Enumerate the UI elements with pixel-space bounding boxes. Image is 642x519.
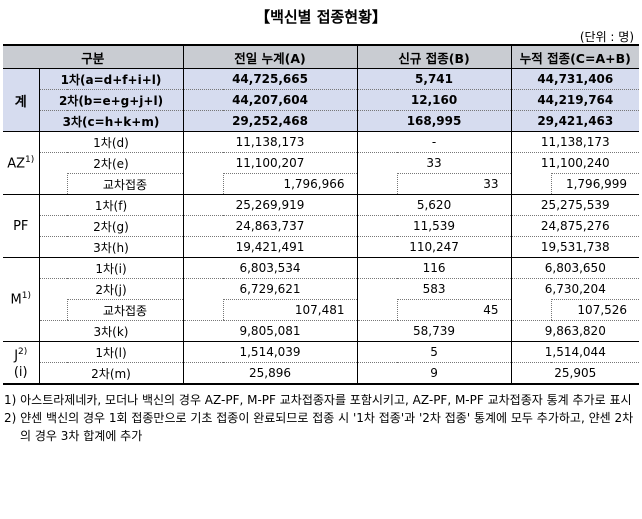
footnote-2: 2) 얀센 백신의 경우 1회 접종만으로 기초 접종이 완료되므로 접종 시 … — [4, 411, 634, 443]
group-az-label: AZ1) — [3, 131, 40, 195]
row-label: 3차(h) — [39, 236, 184, 258]
row-label: 1차(f) — [39, 194, 184, 216]
cross-label: 교차접종 — [66, 299, 184, 321]
cell-new: 33 — [396, 173, 512, 195]
cell-cum: 24,875,276 — [511, 215, 640, 237]
cell-cum: 107,526 — [550, 299, 640, 321]
cell-new: 583 — [357, 278, 512, 300]
cell-prev: 11,100,207 — [183, 152, 358, 174]
cell-new: 58,739 — [357, 320, 512, 342]
table-row: 3차(h) 19,421,491 110,247 19,531,738 — [3, 236, 640, 258]
cell-cum: 44,219,764 — [511, 89, 640, 111]
cell-cum: 6,730,204 — [544, 282, 606, 296]
cell-new: 11,539 — [357, 215, 512, 237]
row-label: 2차(e) — [39, 152, 184, 174]
cell-new: 12,160 — [357, 89, 512, 111]
cell-cum: 25,275,539 — [511, 194, 640, 216]
cross-label: 교차접종 — [66, 173, 184, 195]
cell-prev: 1,796,966 — [222, 173, 358, 195]
table-row: 교차접종 1,796,966 33 1,796,999 — [3, 173, 640, 195]
cell-prev: 107,481 — [222, 299, 358, 321]
unit-label: (단위 : 명) — [579, 30, 634, 44]
header-cumulative-prev: 전일 누계(A) — [183, 44, 358, 69]
cell-new: 168,995 — [357, 110, 512, 132]
row-label: 1차(d) — [39, 131, 184, 153]
cell-prev: 44,725,665 — [183, 68, 358, 90]
table-row: 2차(g) 24,863,737 11,539 24,875,276 — [3, 215, 640, 237]
cell-prev: 19,421,491 — [183, 236, 358, 258]
cell-prev: 11,138,173 — [183, 131, 358, 153]
cell-prev: 29,252,468 — [183, 110, 358, 132]
cell-new: 110,247 — [357, 236, 512, 258]
row-label: 1차(l) — [39, 341, 184, 363]
cell-prev: 24,863,737 — [183, 215, 358, 237]
cell-prev: 44,207,604 — [183, 89, 358, 111]
cell-new: 45 — [396, 299, 512, 321]
group-m-label: M1) — [3, 257, 40, 342]
header-cumulative: 누적 접종(C=A+B) — [511, 44, 640, 69]
header-category: 구분 — [3, 44, 184, 69]
row-label: 2차(m) — [39, 362, 184, 385]
table-row: 3차(c=h+k+m) 29,252,468 168,995 29,421,46… — [3, 110, 640, 132]
page-title: 【백신별 접종현황】 — [255, 8, 387, 26]
group-pf-label: PF — [3, 194, 40, 258]
cell-new: 5 — [357, 341, 512, 363]
cell-prev: 25,896 — [183, 362, 358, 385]
cell-cum: 11,138,173 — [511, 131, 640, 153]
group-j-label: J2) (i) — [3, 341, 40, 385]
cell-cum: 9,863,820 — [511, 320, 640, 342]
table-row: 2차(b=e+g+j+l) 44,207,604 12,160 44,219,7… — [3, 89, 640, 111]
cell-prev: 6,729,621 — [183, 278, 358, 300]
table-row: PF 1차(f) 25,269,919 5,620 25,275,539 — [3, 194, 640, 258]
cell-new: 116 — [357, 257, 512, 279]
table-row: 교차접종 107,481 45 107,526 — [3, 299, 640, 321]
cell-cum: 19,531,738 — [511, 236, 640, 258]
cell-cum: 25,905 — [511, 362, 640, 385]
table-row: M1) 1차(i) 6,803,534 116 6,803,650 — [3, 257, 640, 342]
row-label: 3차(c=h+k+m) — [39, 110, 184, 132]
table-row: AZ1) 1차(d) 11,138,173 - 11,138,173 — [3, 131, 640, 195]
cell-prev: 9,805,081 — [183, 320, 358, 342]
cell-cum: 11,100,240 — [540, 156, 610, 170]
cell-cum: 29,421,463 — [511, 110, 640, 132]
row-label: 1차(i) — [39, 257, 184, 279]
row-label: 2차(j) — [39, 278, 184, 300]
row-label: 2차(g) — [39, 215, 184, 237]
vaccination-table: 구분 전일 누계(A) 신규 접종(B) 누적 접종(C=A+B) 계 1차(a… — [3, 44, 640, 385]
cell-cum: 1,796,999 — [550, 173, 640, 195]
cell-new: 5,741 — [357, 68, 512, 90]
header-new: 신규 접종(B) — [357, 44, 512, 69]
cell-cum: 44,731,406 — [511, 68, 640, 90]
cell-prev: 25,269,919 — [183, 194, 358, 216]
table-row: 2차(m) 25,896 9 25,905 — [3, 362, 640, 385]
cell-prev: 1,514,039 — [183, 341, 358, 363]
row-label: 3차(k) — [39, 320, 184, 342]
group-total-label: 계 — [3, 68, 40, 132]
footnote-1: 1) 아스트라제네카, 모더나 백신의 경우 AZ-PF, M-PF 교차접종자… — [4, 393, 632, 407]
cell-cum: 1,514,044 — [511, 341, 640, 363]
row-label: 2차(b=e+g+j+l) — [39, 89, 184, 111]
cell-cum: 6,803,650 — [511, 257, 640, 279]
footnotes: 1) 아스트라제네카, 모더나 백신의 경우 AZ-PF, M-PF 교차접종자… — [4, 391, 638, 445]
cell-prev: 6,803,534 — [183, 257, 358, 279]
table-row: 2차(e) 11,100,207 33 11,100,240 — [3, 152, 639, 174]
cell-new: 9 — [357, 362, 512, 385]
cell-new: - — [357, 131, 512, 153]
table-row: 2차(j) 6,729,621 583 6,730,204 — [3, 278, 639, 300]
table-row: 계 1차(a=d+f+i+l) 44,725,665 5,741 44,731,… — [3, 68, 640, 132]
cell-new: 5,620 — [357, 194, 512, 216]
table-header-row: 구분 전일 누계(A) 신규 접종(B) 누적 접종(C=A+B) — [3, 44, 640, 69]
row-label: 1차(a=d+f+i+l) — [39, 68, 184, 90]
table-row: J2) (i) 1차(l) 1,514,039 5 1,514,044 — [3, 341, 640, 385]
table-row: 3차(k) 9,805,081 58,739 9,863,820 — [3, 320, 640, 342]
cell-new: 33 — [357, 152, 512, 174]
